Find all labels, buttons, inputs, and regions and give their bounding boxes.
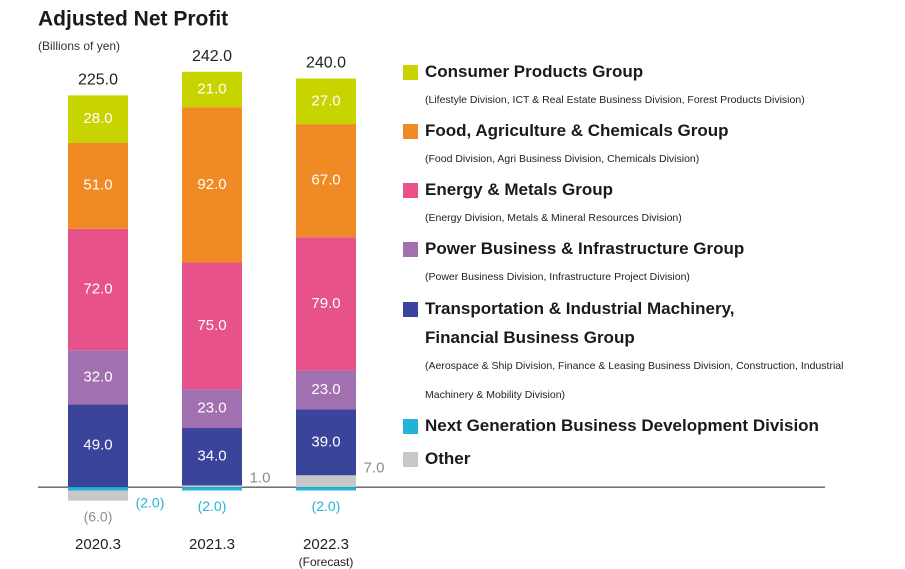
legend-entry: Food, Agriculture & Chemicals Group (Food… [403, 121, 880, 174]
bar-segment [182, 262, 242, 390]
legend-label: Food, Agriculture & Chemicals Group [425, 121, 729, 140]
x-tick-label: 2022.3 [303, 536, 349, 553]
bar-segment [182, 107, 242, 263]
bar-segment [296, 237, 356, 371]
legend-label: Transportation & Industrial Machinery, F… [425, 299, 735, 347]
bar-segment [296, 487, 356, 491]
x-tick-label: 2021.3 [189, 536, 235, 553]
legend-label: Other [425, 449, 471, 468]
legend-entry: Other [403, 449, 470, 473]
total-label: 242.0 [192, 48, 232, 65]
legend-label: Energy & Metals Group [425, 180, 613, 199]
legend-entry: Transportation & Industrial Machinery, F… [403, 299, 880, 410]
legend-swatch [403, 124, 418, 139]
value-label: (6.0) [84, 508, 113, 524]
bar-segment [296, 370, 356, 410]
chart-title: Adjusted Net Profit [38, 8, 228, 31]
value-label: 67.0 [311, 172, 340, 189]
value-label: 72.0 [83, 281, 112, 298]
x-tick-label: 2020.3 [75, 536, 121, 553]
bar-segment [182, 428, 242, 486]
bar-segment [296, 475, 356, 488]
x-tick-note: (Forecast) [299, 555, 354, 569]
bar-segment [68, 350, 128, 405]
value-label: 32.0 [83, 368, 112, 385]
value-label: 27.0 [311, 92, 340, 109]
chart-subtitle: (Billions of yen) [38, 39, 120, 53]
legend-entry: Energy & Metals Group (Energy Division, M… [403, 180, 880, 233]
value-label: 23.0 [197, 400, 226, 417]
bar-segment [68, 228, 128, 351]
value-label: 28.0 [83, 110, 112, 127]
bar-segment [68, 95, 128, 143]
legend-label: Next Generation Business Development Div… [425, 416, 819, 435]
bar-segment [296, 409, 356, 476]
bar-segment [182, 389, 242, 429]
bar-segment [68, 487, 128, 491]
bar-segment [68, 404, 128, 488]
bar-segment [182, 487, 242, 491]
value-label: 34.0 [197, 448, 226, 465]
legend-swatch [403, 183, 418, 198]
value-label: (2.0) [136, 495, 165, 511]
legend-description: (Power Business Division, Infrastructure… [425, 271, 690, 283]
value-label: 21.0 [197, 80, 226, 97]
legend-swatch [403, 302, 418, 317]
value-label: 75.0 [197, 317, 226, 334]
bar-segment [296, 78, 356, 125]
legend-swatch [403, 452, 418, 467]
bar-segment [68, 490, 128, 501]
value-label: 92.0 [197, 176, 226, 193]
legend-label: Power Business & Infrastructure Group [425, 239, 745, 258]
legend-entry: Next Generation Business Development Div… [403, 416, 819, 440]
legend-swatch [403, 419, 418, 434]
legend-entry: Consumer Products Group (Lifestyle Divisi… [403, 62, 880, 115]
legend-description: (Energy Division, Metals & Mineral Resou… [425, 212, 682, 224]
bar-segment [296, 124, 356, 238]
legend-description: (Food Division, Agri Business Division, … [425, 153, 700, 165]
value-label: 7.0 [364, 459, 385, 476]
legend-swatch [403, 65, 418, 80]
total-label: 225.0 [78, 72, 118, 89]
legend-entry: Power Business & Infrastructure Group (Po… [403, 239, 880, 292]
value-label: (2.0) [198, 498, 227, 514]
value-label: 1.0 [250, 469, 271, 486]
value-label: 23.0 [311, 381, 340, 398]
legend-description: (Aerospace & Ship Division, Finance & Le… [425, 360, 844, 401]
bar-segment [182, 71, 242, 108]
value-label: 49.0 [83, 437, 112, 454]
value-label: 51.0 [83, 177, 112, 194]
legend-label: Consumer Products Group [425, 62, 644, 81]
legend-description: (Lifestyle Division, ICT & Real Estate B… [425, 94, 805, 106]
legend-swatch [403, 242, 418, 257]
value-label: 39.0 [311, 433, 340, 450]
total-label: 240.0 [306, 55, 346, 72]
value-label: (2.0) [312, 498, 341, 514]
bar-segment [182, 485, 242, 488]
bar-segment [68, 142, 128, 229]
value-label: 79.0 [311, 295, 340, 312]
